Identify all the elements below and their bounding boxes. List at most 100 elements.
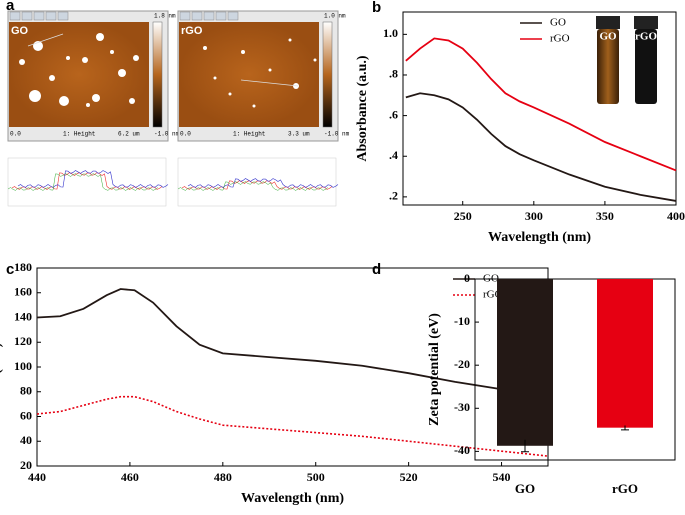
y-tick-label: .8 bbox=[389, 67, 398, 81]
y-tick-label: 100 bbox=[14, 359, 32, 373]
x-tick-label: 300 bbox=[525, 209, 543, 223]
inset-label: GO bbox=[599, 31, 617, 43]
y-tick-label: 20 bbox=[20, 458, 32, 472]
afm-image bbox=[179, 22, 319, 127]
afm-panel: GO1.8 nm-1.0 nm0.0 1: Height 6.2 umrGO1.0 … bbox=[7, 10, 350, 207]
plot-frame bbox=[474, 278, 676, 461]
bar bbox=[597, 279, 653, 428]
panel-label: d bbox=[372, 261, 381, 278]
toolbar-button bbox=[227, 11, 239, 21]
y-axis-label: Zeta potential (eV) bbox=[427, 313, 442, 426]
profile bbox=[17, 170, 169, 188]
toolbar-button bbox=[57, 11, 69, 21]
panel-label: c bbox=[6, 261, 14, 278]
particle bbox=[228, 92, 232, 96]
legend-label: rGO bbox=[550, 33, 570, 45]
profile bbox=[177, 181, 329, 191]
particle bbox=[129, 98, 135, 104]
profile bbox=[181, 180, 333, 190]
profile-line bbox=[27, 33, 64, 47]
toolbar-button bbox=[215, 11, 227, 21]
panel-label: b bbox=[372, 0, 381, 16]
scale-min: -1.0 nm bbox=[324, 131, 350, 138]
particle bbox=[313, 58, 317, 62]
particle bbox=[29, 90, 41, 102]
particle bbox=[110, 50, 114, 54]
error-bar bbox=[521, 439, 529, 453]
afm-label: GO bbox=[11, 25, 29, 37]
x-tick-label: 460 bbox=[121, 470, 139, 484]
x-tick-label: 250 bbox=[454, 209, 472, 223]
y-axis-label: Absorbance (a.u.) bbox=[355, 55, 370, 162]
x-tick-label: 480 bbox=[214, 470, 232, 484]
profile-line bbox=[240, 79, 299, 87]
particle bbox=[268, 68, 272, 72]
y-tick-label: 180 bbox=[14, 260, 32, 274]
afm-label: rGO bbox=[181, 25, 203, 37]
particle bbox=[96, 33, 104, 41]
x-axis-label: Wavelength (nm) bbox=[241, 491, 344, 506]
x-tick-label: 440 bbox=[28, 470, 46, 484]
y-tick-label: -20 bbox=[454, 357, 470, 371]
series-line bbox=[36, 288, 549, 399]
particle bbox=[203, 46, 207, 50]
toolbar-button bbox=[9, 11, 21, 21]
toolbar-button bbox=[45, 11, 57, 21]
particle bbox=[19, 59, 25, 65]
error-bar bbox=[621, 425, 629, 431]
profile bbox=[11, 172, 163, 190]
toolbar-button bbox=[33, 11, 45, 21]
particle bbox=[241, 50, 245, 54]
origin: 0.0 bbox=[180, 131, 191, 138]
toolbar-button bbox=[179, 11, 191, 21]
y-tick-label: -30 bbox=[454, 400, 470, 414]
vial-inset bbox=[596, 16, 658, 104]
particle bbox=[86, 103, 90, 107]
y-tick-label: 160 bbox=[14, 285, 32, 299]
size: 3.3 um bbox=[288, 131, 310, 138]
x-tick-label: GO bbox=[515, 481, 535, 496]
y-tick-label: 1.0 bbox=[383, 26, 398, 40]
afm-image bbox=[9, 22, 149, 127]
inset-label: rGO bbox=[635, 31, 657, 43]
x-tick-label: 400 bbox=[667, 209, 685, 223]
particle bbox=[59, 96, 69, 106]
toolbar-button bbox=[203, 11, 215, 21]
channel: 1: Height bbox=[63, 131, 95, 138]
x-tick-label: 540 bbox=[493, 470, 511, 484]
series-line bbox=[405, 92, 677, 202]
y-tick-label: -40 bbox=[454, 443, 470, 457]
origin: 0.0 bbox=[10, 131, 21, 138]
plot-frame bbox=[36, 267, 549, 467]
toolbar-button bbox=[21, 11, 33, 21]
y-tick-label: -10 bbox=[454, 314, 470, 328]
toolbar-button bbox=[191, 11, 203, 21]
y-tick-label: 0 bbox=[464, 271, 470, 285]
panel-label: a bbox=[6, 0, 15, 14]
x-tick-label: rGO bbox=[612, 481, 638, 496]
y-tick-label: .6 bbox=[389, 107, 398, 121]
particle bbox=[288, 38, 292, 42]
profile-box bbox=[7, 157, 167, 207]
particle bbox=[213, 76, 217, 80]
size: 6.2 um bbox=[118, 131, 140, 138]
series-line bbox=[405, 37, 677, 172]
y-axis-label: FI (a.u.) bbox=[0, 342, 4, 391]
profile-box bbox=[177, 157, 337, 207]
particle bbox=[118, 69, 126, 77]
y-tick-label: 60 bbox=[20, 408, 32, 422]
bar bbox=[497, 279, 553, 446]
x-tick-label: 500 bbox=[307, 470, 325, 484]
x-tick-label: 520 bbox=[400, 470, 418, 484]
y-tick-label: .4 bbox=[389, 148, 398, 162]
x-axis-label: Wavelength (nm) bbox=[488, 230, 591, 245]
profile bbox=[187, 178, 339, 188]
profile bbox=[7, 173, 159, 191]
scale-min: -1.0 nm bbox=[154, 131, 180, 138]
particle bbox=[252, 104, 256, 108]
plot-frame bbox=[402, 11, 677, 206]
y-tick-label: 40 bbox=[20, 433, 32, 447]
particle bbox=[82, 57, 88, 63]
legend-label: GO bbox=[550, 17, 566, 29]
